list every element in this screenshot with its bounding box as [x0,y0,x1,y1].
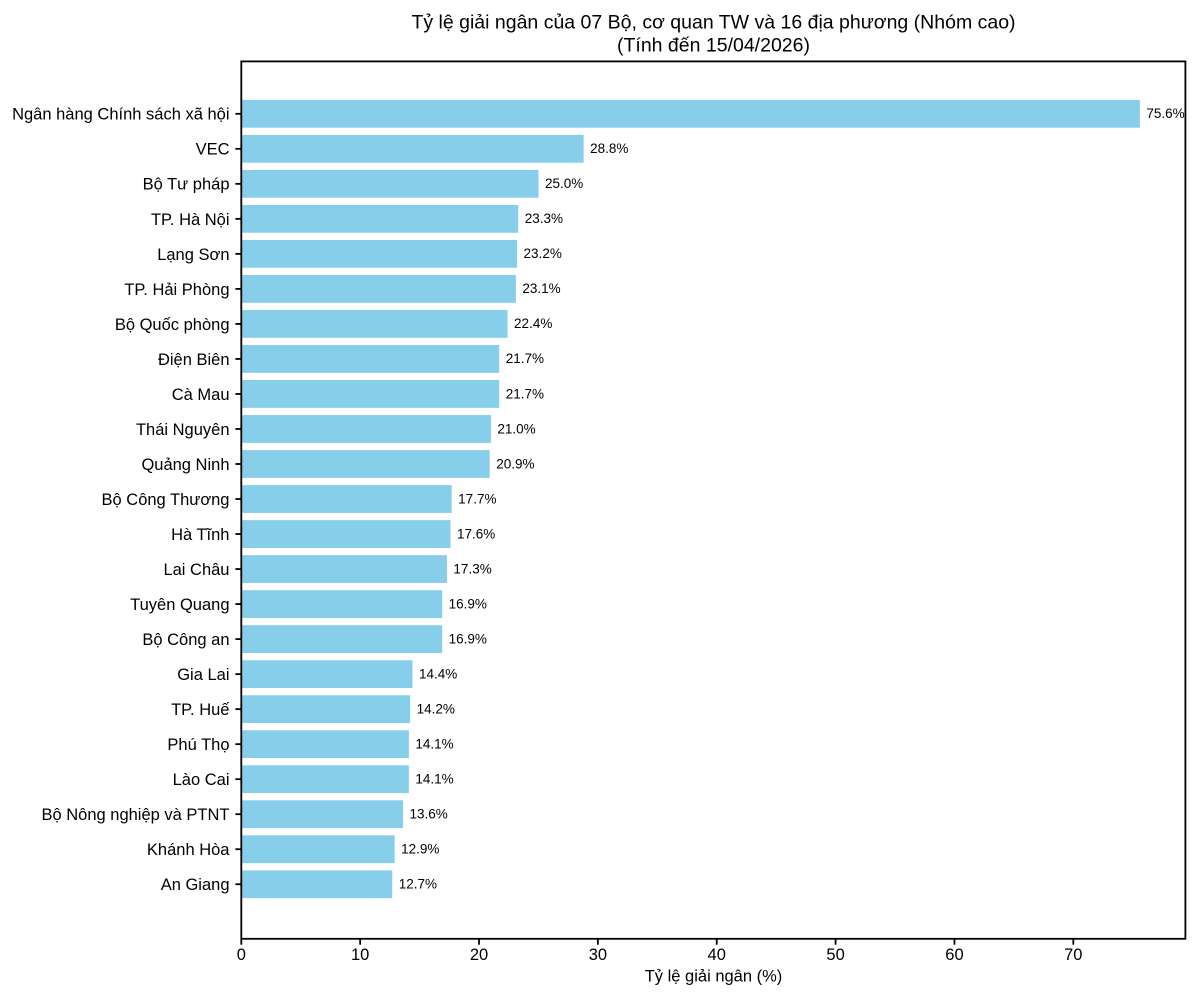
svg-text:20: 20 [470,946,488,964]
svg-text:Tuyên Quang: Tuyên Quang [130,596,229,614]
svg-text:14.1%: 14.1% [415,736,453,751]
svg-text:10: 10 [351,946,369,964]
svg-text:13.6%: 13.6% [409,807,447,822]
svg-text:22.4%: 22.4% [514,316,552,331]
svg-text:An Giang: An Giang [161,876,230,894]
svg-text:Bộ Nông nghiệp và PTNT: Bộ Nông nghiệp và PTNT [41,806,229,824]
svg-text:16.9%: 16.9% [449,596,487,611]
svg-text:TP. Hải Phòng: TP. Hải Phòng [124,281,229,299]
svg-text:60: 60 [945,946,963,964]
svg-text:14.4%: 14.4% [419,666,457,681]
svg-text:Ngân hàng Chính sách xã hội: Ngân hàng Chính sách xã hội [12,106,229,124]
svg-text:20.9%: 20.9% [496,456,534,471]
svg-text:Bộ Tư pháp: Bộ Tư pháp [143,176,230,194]
svg-text:17.6%: 17.6% [457,526,495,541]
svg-text:Quảng Ninh: Quảng Ninh [141,456,229,474]
svg-text:23.2%: 23.2% [524,246,562,261]
svg-text:Gia Lai: Gia Lai [177,666,229,684]
svg-text:Bộ Quốc phòng: Bộ Quốc phòng [115,316,230,334]
svg-text:50: 50 [826,946,844,964]
svg-text:0: 0 [237,946,246,964]
svg-text:14.1%: 14.1% [415,771,453,786]
svg-text:12.7%: 12.7% [399,877,437,892]
svg-text:Lào Cai: Lào Cai [173,771,230,789]
svg-text:Cà Mau: Cà Mau [172,386,230,404]
svg-text:Bộ Công an: Bộ Công an [142,631,229,649]
svg-text:Khánh Hòa: Khánh Hòa [147,841,230,859]
svg-text:Tỷ lệ giải ngân (%): Tỷ lệ giải ngân (%) [645,968,783,986]
svg-text:21.7%: 21.7% [506,351,544,366]
svg-text:28.8%: 28.8% [590,141,628,156]
svg-text:Điện Biên: Điện Biên [158,351,230,369]
svg-text:75.6%: 75.6% [1146,106,1184,121]
svg-text:14.2%: 14.2% [417,701,455,716]
svg-text:21.0%: 21.0% [497,421,535,436]
svg-text:17.7%: 17.7% [458,491,496,506]
svg-text:VEC: VEC [196,141,230,159]
svg-text:Tỷ lệ giải ngân của 07 Bộ, cơ: Tỷ lệ giải ngân của 07 Bộ, cơ quan TW và… [411,11,1015,33]
svg-text:16.9%: 16.9% [449,631,487,646]
svg-text:12.9%: 12.9% [401,842,439,857]
svg-text:70: 70 [1064,946,1082,964]
svg-text:TP. Huế: TP. Huế [171,701,229,719]
svg-text:Lạng Sơn: Lạng Sơn [157,246,229,264]
svg-text:23.3%: 23.3% [525,211,563,226]
svg-text:Thái Nguyên: Thái Nguyên [136,421,230,439]
svg-text:25.0%: 25.0% [545,176,583,191]
svg-text:(Tính đến 15/04/2026): (Tính đến 15/04/2026) [617,34,810,56]
svg-text:40: 40 [708,946,726,964]
svg-text:17.3%: 17.3% [453,561,491,576]
svg-text:Hà Tĩnh: Hà Tĩnh [171,526,229,544]
svg-text:Bộ Công Thương: Bộ Công Thương [102,491,230,509]
svg-text:23.1%: 23.1% [522,281,560,296]
svg-text:Lai Châu: Lai Châu [163,561,229,579]
svg-text:21.7%: 21.7% [506,386,544,401]
svg-text:TP. Hà Nội: TP. Hà Nội [151,211,230,229]
svg-text:30: 30 [589,946,607,964]
svg-text:Phú Thọ: Phú Thọ [167,736,229,754]
